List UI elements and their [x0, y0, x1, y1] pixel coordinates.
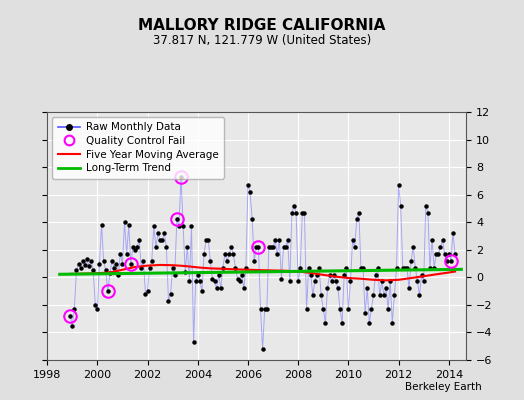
Text: MALLORY RIDGE CALIFORNIA: MALLORY RIDGE CALIFORNIA: [138, 18, 386, 33]
Text: 37.817 N, 121.779 W (United States): 37.817 N, 121.779 W (United States): [153, 34, 371, 47]
Legend: Raw Monthly Data, Quality Control Fail, Five Year Moving Average, Long-Term Tren: Raw Monthly Data, Quality Control Fail, …: [52, 117, 224, 178]
Text: Berkeley Earth: Berkeley Earth: [406, 382, 482, 392]
